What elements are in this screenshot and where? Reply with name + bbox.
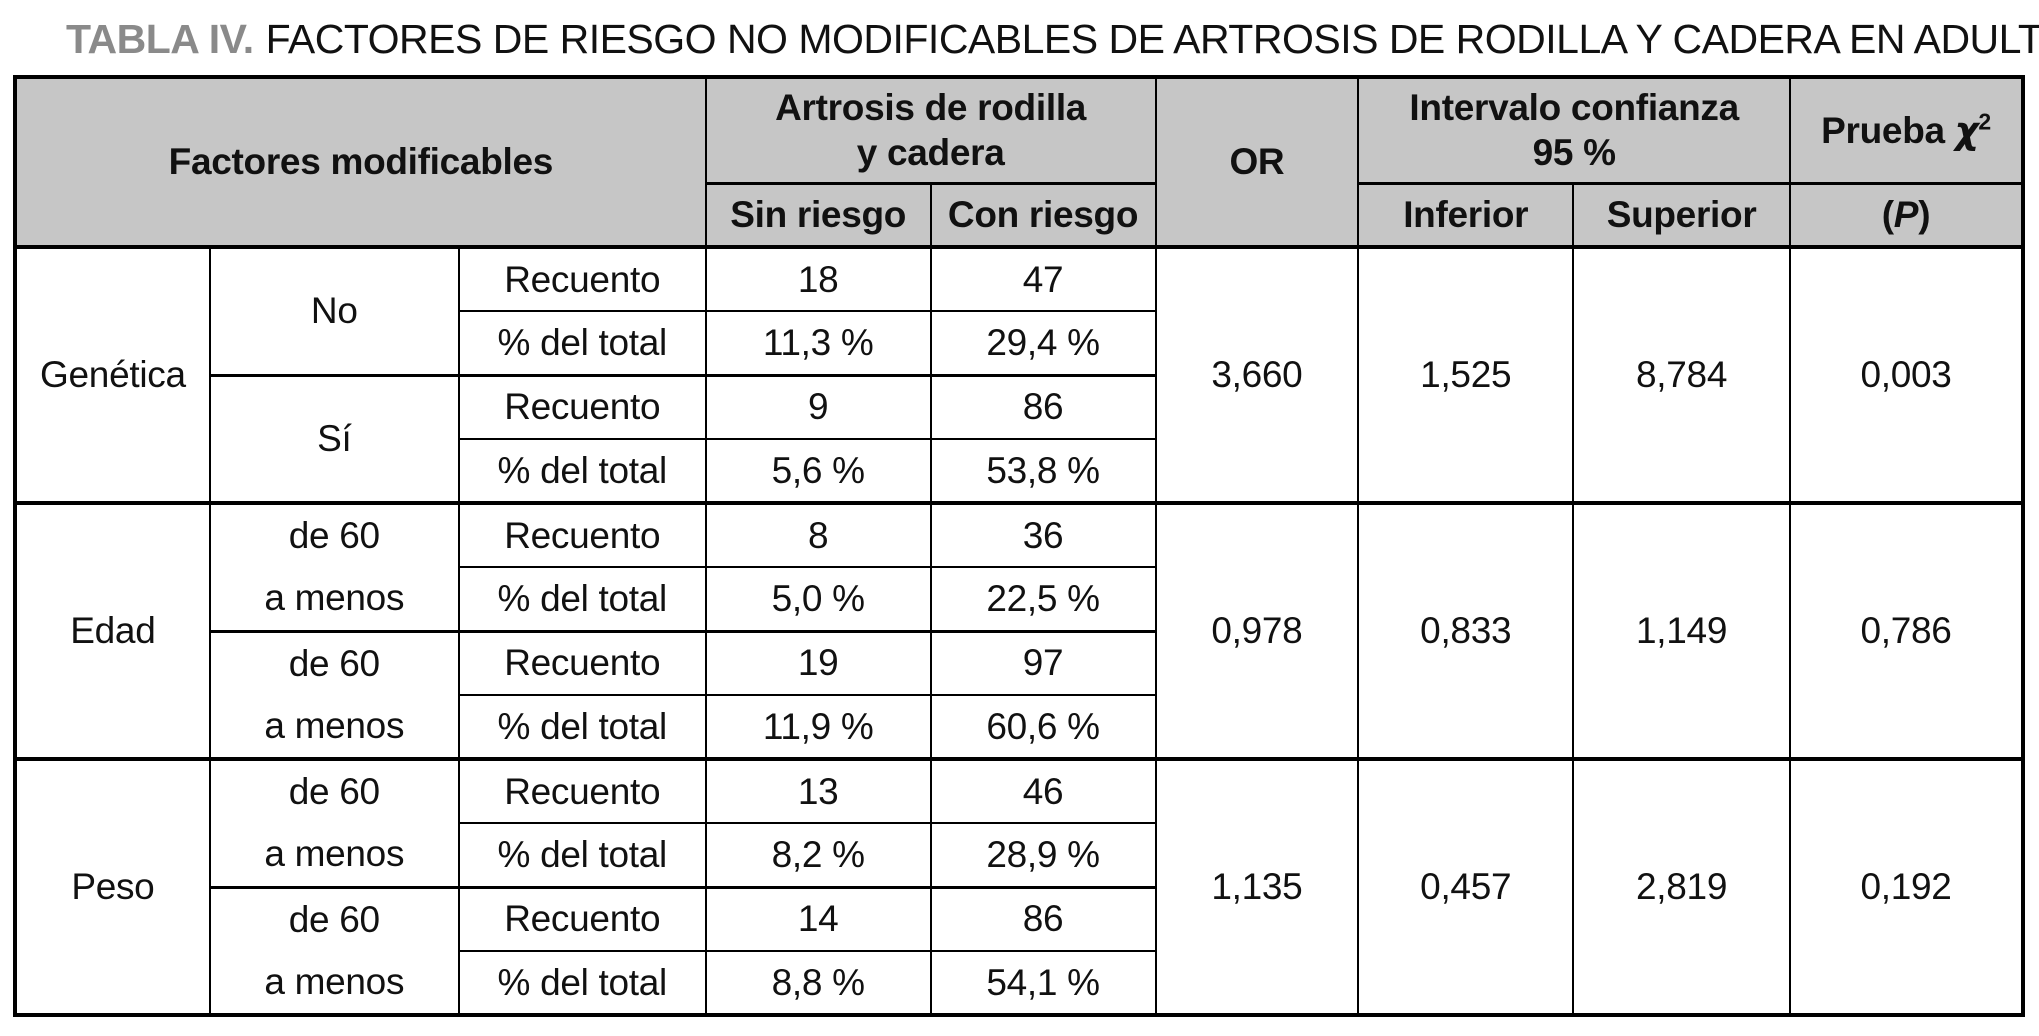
stat-label-recuento: Recuento [457, 757, 707, 824]
value-sin-riesgo: 5,0 % [704, 566, 932, 632]
stat-label-recuento: Recuento [457, 246, 707, 312]
factor-label-genetica: Genética [14, 246, 211, 504]
value-sin-riesgo: 14 [704, 885, 932, 952]
header-p: (P) [1789, 181, 2024, 249]
table-title: TABLA IV. FACTORES DE RIESGO NO MODIFICAB… [66, 16, 2039, 63]
stat-label-pct: % del total [457, 822, 707, 888]
value-sin-riesgo: 8 [704, 501, 932, 568]
p-value: 0,786 [1789, 501, 2024, 760]
header-prueba-chi: Prueba χ2 [1789, 76, 2024, 184]
value-con-riesgo: 29,4 % [929, 310, 1157, 376]
stat-label-pct: % del total [457, 694, 707, 760]
stat-label-pct: % del total [457, 950, 707, 1016]
value-con-riesgo: 86 [929, 373, 1157, 440]
level-label: de 60 a menos [208, 757, 460, 888]
value-sin-riesgo: 8,2 % [704, 822, 932, 888]
stat-label-pct: % del total [457, 310, 707, 376]
value-sin-riesgo: 18 [704, 246, 932, 312]
value-con-riesgo: 60,6 % [929, 694, 1157, 760]
table-body: Genética No Recuento 18 47 3,660 1,525 8… [14, 246, 2024, 1016]
chi-exponent: 2 [1978, 108, 1991, 135]
table-header: Factores modificables Artrosis de rodill… [14, 76, 2024, 249]
value-con-riesgo: 54,1 % [929, 950, 1157, 1016]
ci-inferior-value: 0,457 [1357, 757, 1575, 1016]
value-sin-riesgo: 8,8 % [704, 950, 932, 1016]
level-label: de 60 a menos [208, 629, 460, 760]
or-value: 1,135 [1154, 757, 1360, 1016]
header-superior: Superior [1572, 181, 1791, 249]
stat-label-pct: % del total [457, 438, 707, 504]
stat-label-pct: % del total [457, 566, 707, 632]
or-value: 3,660 [1154, 246, 1360, 504]
factor-label-edad: Edad [14, 501, 211, 760]
value-con-riesgo: 86 [929, 885, 1157, 952]
stat-label-recuento: Recuento [457, 885, 707, 952]
level-label: No [208, 246, 460, 376]
factor-label-peso: Peso [14, 757, 211, 1016]
header-con-riesgo: Con riesgo [929, 181, 1157, 249]
level-label: Sí [208, 373, 460, 504]
chi-symbol: χ [1954, 108, 1979, 152]
header-factores: Factores modificables [14, 76, 707, 249]
table-title-label: TABLA IV. [66, 16, 254, 62]
ci-superior-value: 1,149 [1572, 501, 1791, 760]
value-con-riesgo: 22,5 % [929, 566, 1157, 632]
ci-superior-value: 2,819 [1572, 757, 1791, 1016]
value-sin-riesgo: 11,3 % [704, 310, 932, 376]
p-value: 0,003 [1789, 246, 2024, 504]
header-inferior: Inferior [1357, 181, 1575, 249]
header-or: OR [1154, 76, 1360, 249]
header-sin-riesgo: Sin riesgo [704, 181, 932, 249]
or-value: 0,978 [1154, 501, 1360, 760]
value-con-riesgo: 36 [929, 501, 1157, 568]
value-con-riesgo: 53,8 % [929, 438, 1157, 504]
value-con-riesgo: 97 [929, 629, 1157, 696]
risk-factors-table: Factores modificables Artrosis de rodill… [13, 75, 2025, 1017]
stat-label-recuento: Recuento [457, 373, 707, 440]
table-title-text: FACTORES DE RIESGO NO MODIFICABLES DE AR… [265, 16, 2039, 62]
stat-label-recuento: Recuento [457, 501, 707, 568]
ci-inferior-value: 0,833 [1357, 501, 1575, 760]
stat-label-recuento: Recuento [457, 629, 707, 696]
value-sin-riesgo: 19 [704, 629, 932, 696]
value-con-riesgo: 46 [929, 757, 1157, 824]
value-con-riesgo: 28,9 % [929, 822, 1157, 888]
value-sin-riesgo: 13 [704, 757, 932, 824]
value-sin-riesgo: 9 [704, 373, 932, 440]
value-sin-riesgo: 5,6 % [704, 438, 932, 504]
ci-inferior-value: 1,525 [1357, 246, 1575, 504]
level-label: de 60 a menos [208, 501, 460, 632]
value-sin-riesgo: 11,9 % [704, 694, 932, 760]
ci-superior-value: 8,784 [1572, 246, 1791, 504]
header-intervalo: Intervalo confianza 95 % [1357, 76, 1791, 184]
level-label: de 60 a menos [208, 885, 460, 1016]
p-value: 0,192 [1789, 757, 2024, 1016]
header-artrosis: Artrosis de rodilla y cadera [704, 76, 1157, 184]
value-con-riesgo: 47 [929, 246, 1157, 312]
